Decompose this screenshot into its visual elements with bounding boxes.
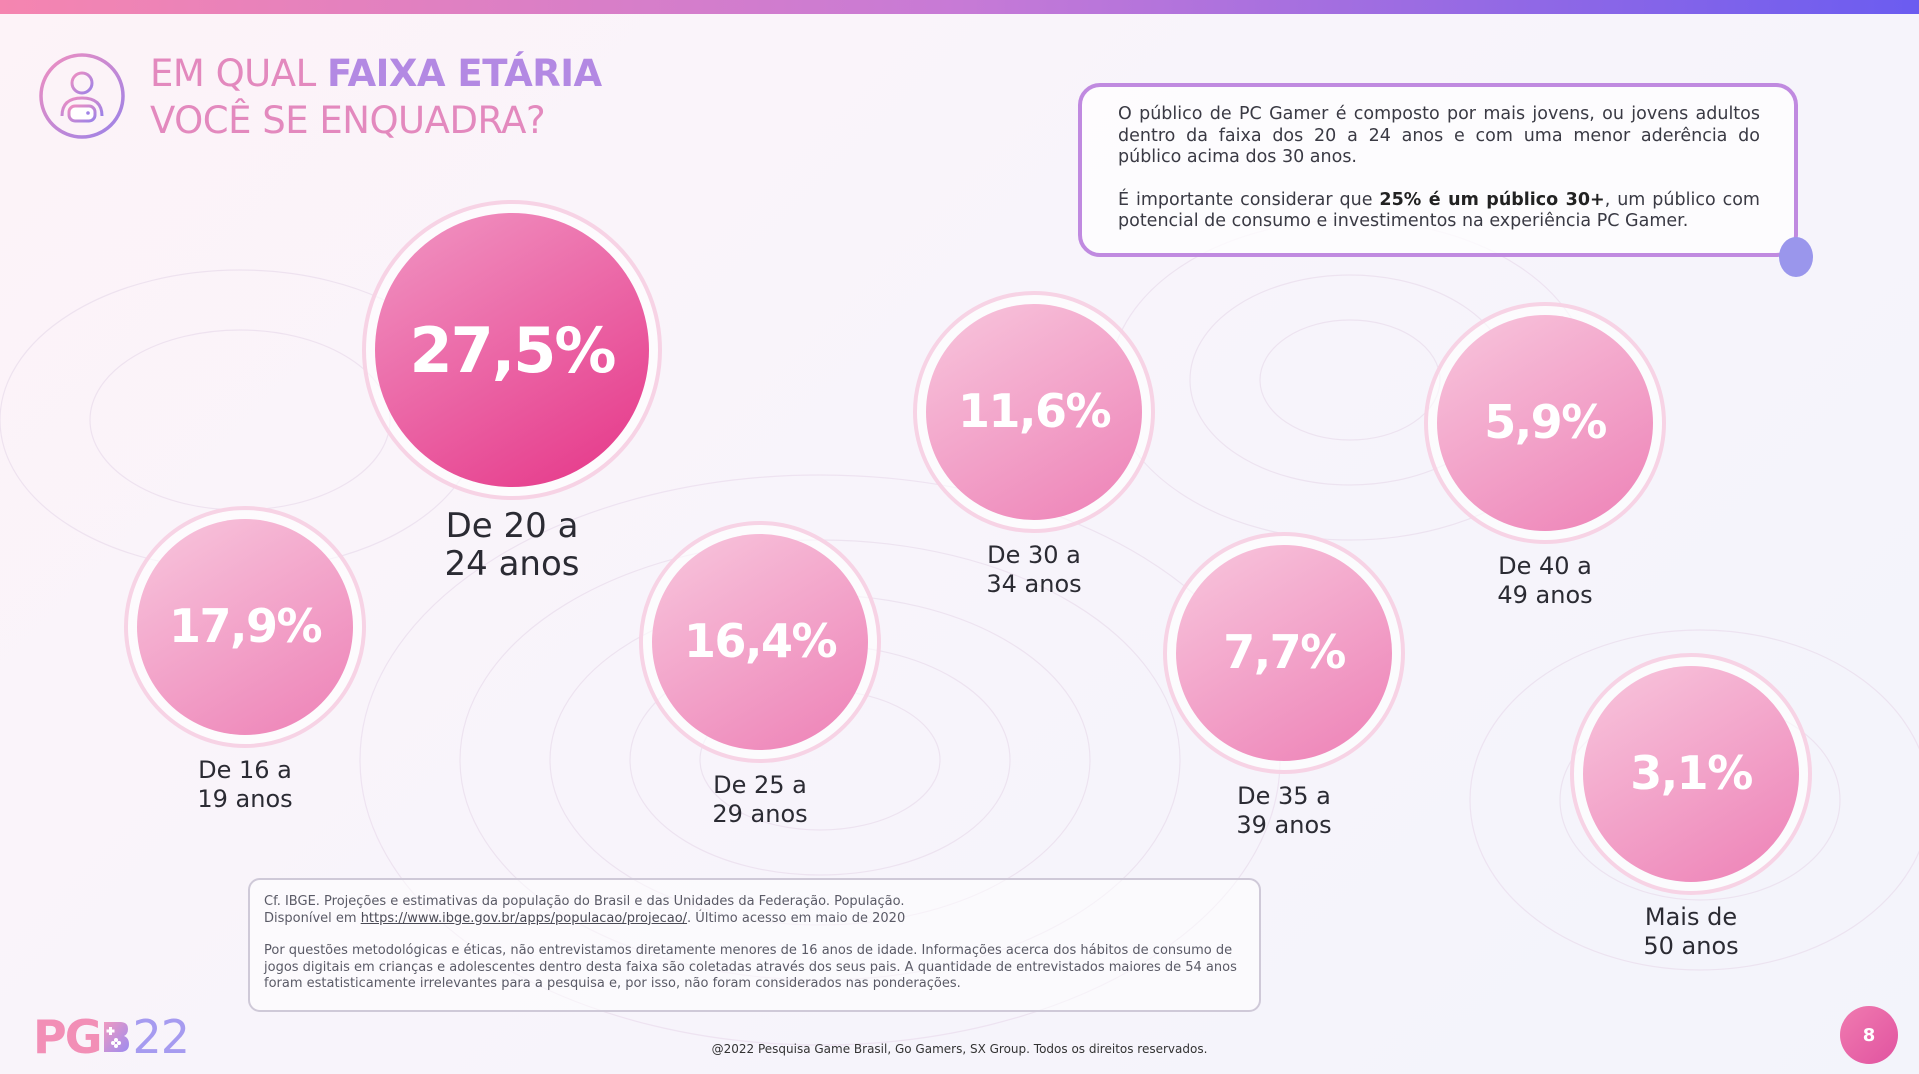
bubble-3 [926,304,1142,520]
logo-text-pg: PG [33,1010,102,1064]
title-part1: EM QUAL [150,52,327,95]
category-label-1-line-1: 24 anos [445,544,580,584]
methodology-note: Cf. IBGE. Projeções e estimativas da pop… [248,878,1261,1012]
category-label-2-line-1: 29 anos [712,800,807,828]
insight-box-dot [1779,237,1813,277]
source-pre: Disponível em [264,910,361,926]
category-label-0-line-1: 19 anos [197,785,292,813]
bubble-0 [137,519,353,735]
insight-p2-end: , um público com potencial de consumo e … [1118,189,1760,232]
category-label-6-line-1: 50 anos [1643,932,1738,960]
category-label-3-line-0: De 30 a [987,541,1081,569]
insight-paragraph-1: O público de PC Gamer é composto por mai… [1118,104,1760,167]
bubble-5 [1437,315,1653,531]
category-label-0-line-0: De 16 a [198,756,292,784]
category-label-4-line-1: 39 anos [1236,811,1331,839]
bubble-value-label-5: 5,9% [1484,395,1606,449]
category-label-2-line-0: De 25 a [713,771,807,799]
user-gamepad-icon [39,53,125,139]
source-link[interactable]: https://www.ibge.gov.br/apps/populacao/p… [360,910,688,926]
top-gradient-bar [0,0,1919,14]
bubble-1 [375,213,649,487]
bubble-value-label-0: 17,9% [169,599,321,653]
bubble-value-label-1: 27,5% [409,314,615,387]
bubble-group-3: 11,6% De 30 a34 anos [913,291,1155,598]
bubble-group-4: 7,7% De 35 a39 anos [1163,532,1405,839]
insight-paragraph-2: É importante considerar que 25% é um púb… [1118,190,1760,233]
bubble-value-label-3: 11,6% [958,384,1110,438]
insight-p2-bold: 25% é um público 30+ [1379,189,1605,210]
bubble-6 [1583,666,1799,882]
category-label-5-line-1: 49 anos [1497,581,1592,609]
logo-text-year: 22 [132,1010,190,1064]
title-line2: VOCÊ SE ENQUADRA? [150,99,546,142]
category-label-1-line-0: De 20 a [446,506,579,546]
bubble-value-label-2: 16,4% [684,614,836,668]
page-title: EM QUAL FAIXA ETÁRIA VOCÊ SE ENQUADRA? [150,50,770,144]
category-label-4-line-0: De 35 a [1237,782,1331,810]
bubble-value-label-4: 7,7% [1223,625,1345,679]
bubble-group-0: 17,9% De 16 a19 anos [124,506,366,813]
bubble-group-1: 27,5% De 20 a24 anos [362,200,662,584]
bubble-4 [1176,545,1392,761]
insight-box: O público de PC Gamer é composto por mai… [1078,83,1798,257]
insight-p2-start: É importante considerar que [1118,189,1380,210]
source-line-1: Cf. IBGE. Projeções e estimativas da pop… [264,894,905,909]
page-number-badge: 8 [1840,1006,1898,1064]
pgb-logo: PG 22 [33,1010,190,1064]
copyright-footer: @2022 Pesquisa Game Brasil, Go Gamers, S… [711,1042,1208,1056]
category-label-5-line-0: De 40 a [1498,552,1592,580]
bubble-2 [652,534,868,750]
gamepad-b-icon [104,1022,130,1052]
bubble-group-5: 5,9% De 40 a49 anos [1424,302,1666,609]
category-label-6-line-0: Mais de [1645,903,1737,931]
method-note: Por questões metodológicas e éticas, não… [264,943,1237,991]
title-bold: FAIXA ETÁRIA [326,52,602,95]
source-post: . Último acesso em maio de 2020 [687,910,906,926]
bubble-group-2: 16,4% De 25 a29 anos [639,521,881,828]
source-note: Cf. IBGE. Projeções e estimativas da pop… [264,894,1245,927]
category-label-3-line-1: 34 anos [986,570,1081,598]
bubble-value-label-6: 3,1% [1630,746,1752,800]
